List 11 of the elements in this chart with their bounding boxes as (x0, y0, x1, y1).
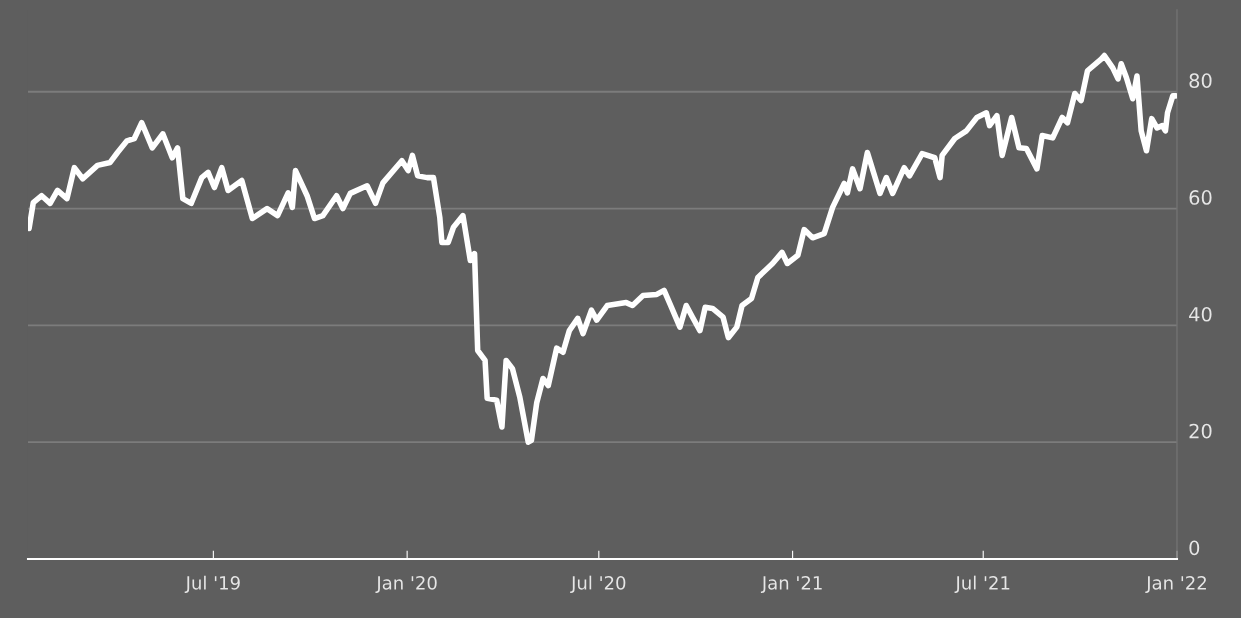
x-tick-label: Jul '20 (570, 575, 626, 593)
y-tick-label: 0 (1189, 540, 1200, 556)
y-tick-label: 60 (1189, 190, 1212, 205)
x-tick-label: Jan '21 (760, 575, 822, 593)
x-tick-label: Jul '21 (954, 575, 1010, 593)
y-tick-label: 40 (1189, 306, 1212, 322)
x-tick-label: Jan '22 (1145, 575, 1206, 593)
y-tick-label: 20 (1189, 423, 1212, 439)
x-tick-label: Jan '20 (375, 575, 437, 593)
x-tick-label: Jul '19 (184, 575, 240, 593)
y-tick-label: 80 (1189, 73, 1212, 88)
